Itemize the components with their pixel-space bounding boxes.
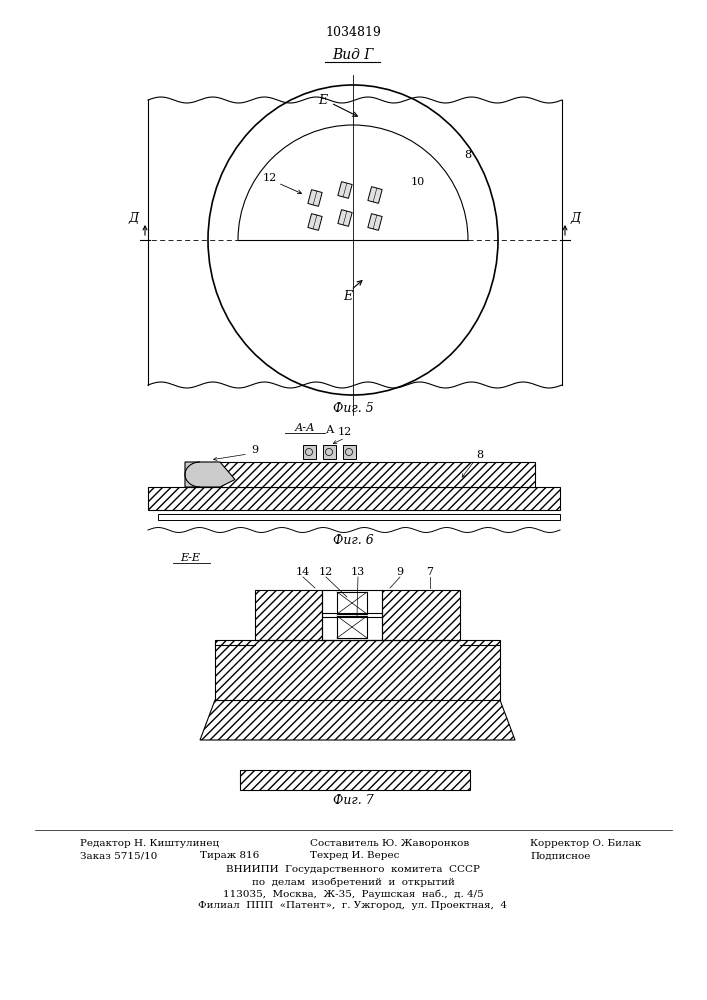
Text: 10: 10 xyxy=(411,177,425,187)
Text: Подписное: Подписное xyxy=(530,852,590,860)
Bar xyxy=(323,445,336,459)
Bar xyxy=(158,514,560,520)
Bar xyxy=(368,214,382,230)
Text: Филиал  ППП  «Патент»,  г. Ужгород,  ул. Проектная,  4: Филиал ППП «Патент», г. Ужгород, ул. Про… xyxy=(199,902,508,910)
Text: Составитель Ю. Жаворонков: Составитель Ю. Жаворонков xyxy=(310,838,469,848)
Bar xyxy=(308,190,322,206)
Bar xyxy=(303,445,316,459)
Bar xyxy=(240,770,470,790)
Text: 1034819: 1034819 xyxy=(325,25,381,38)
Bar xyxy=(368,187,382,203)
Text: 9: 9 xyxy=(397,567,404,577)
Text: 9: 9 xyxy=(252,445,259,455)
Text: 8: 8 xyxy=(464,150,472,160)
Bar xyxy=(308,214,322,230)
Bar xyxy=(343,445,356,459)
Text: А-А: А-А xyxy=(295,423,315,433)
Text: 12: 12 xyxy=(338,427,352,437)
Text: 12: 12 xyxy=(319,567,333,577)
Text: Д: Д xyxy=(129,212,139,225)
Bar xyxy=(185,462,535,487)
Text: Редактор Н. Киштулинец: Редактор Н. Киштулинец xyxy=(80,838,219,848)
Text: Фиг. 6: Фиг. 6 xyxy=(332,534,373,546)
Bar xyxy=(148,487,560,510)
Bar xyxy=(255,590,322,640)
Text: E: E xyxy=(344,290,353,302)
Text: Фиг. 7: Фиг. 7 xyxy=(332,794,373,806)
Polygon shape xyxy=(185,462,235,487)
Text: А: А xyxy=(326,425,334,435)
Text: Тираж 816: Тираж 816 xyxy=(200,852,259,860)
Text: 13: 13 xyxy=(351,567,365,577)
Bar xyxy=(382,590,460,640)
Text: Фиг. 5: Фиг. 5 xyxy=(332,401,373,414)
Bar xyxy=(215,640,500,700)
Text: Е-Е: Е-Е xyxy=(180,553,200,563)
Bar xyxy=(337,616,367,638)
Text: Вид Г: Вид Г xyxy=(332,48,374,62)
Text: 113035,  Москва,  Ж-35,  Раушская  наб.,  д. 4/5: 113035, Москва, Ж-35, Раушская наб., д. … xyxy=(223,889,484,899)
Text: 12: 12 xyxy=(263,173,277,183)
Text: Заказ 5715/10: Заказ 5715/10 xyxy=(80,852,158,860)
Polygon shape xyxy=(200,700,515,740)
Text: 8: 8 xyxy=(477,450,484,460)
Text: 14: 14 xyxy=(296,567,310,577)
Text: Д: Д xyxy=(571,212,581,225)
Bar xyxy=(337,592,367,614)
Text: Корректор О. Билак: Корректор О. Билак xyxy=(530,838,641,848)
Text: по  делам  изобретений  и  открытий: по делам изобретений и открытий xyxy=(252,877,455,887)
Bar xyxy=(338,182,352,198)
Text: E: E xyxy=(318,94,327,106)
Text: Техред И. Верес: Техред И. Верес xyxy=(310,852,399,860)
Text: ВНИИПИ  Государственного  комитета  СССР: ВНИИПИ Государственного комитета СССР xyxy=(226,865,480,874)
Text: 7: 7 xyxy=(426,567,433,577)
Bar xyxy=(338,210,352,226)
